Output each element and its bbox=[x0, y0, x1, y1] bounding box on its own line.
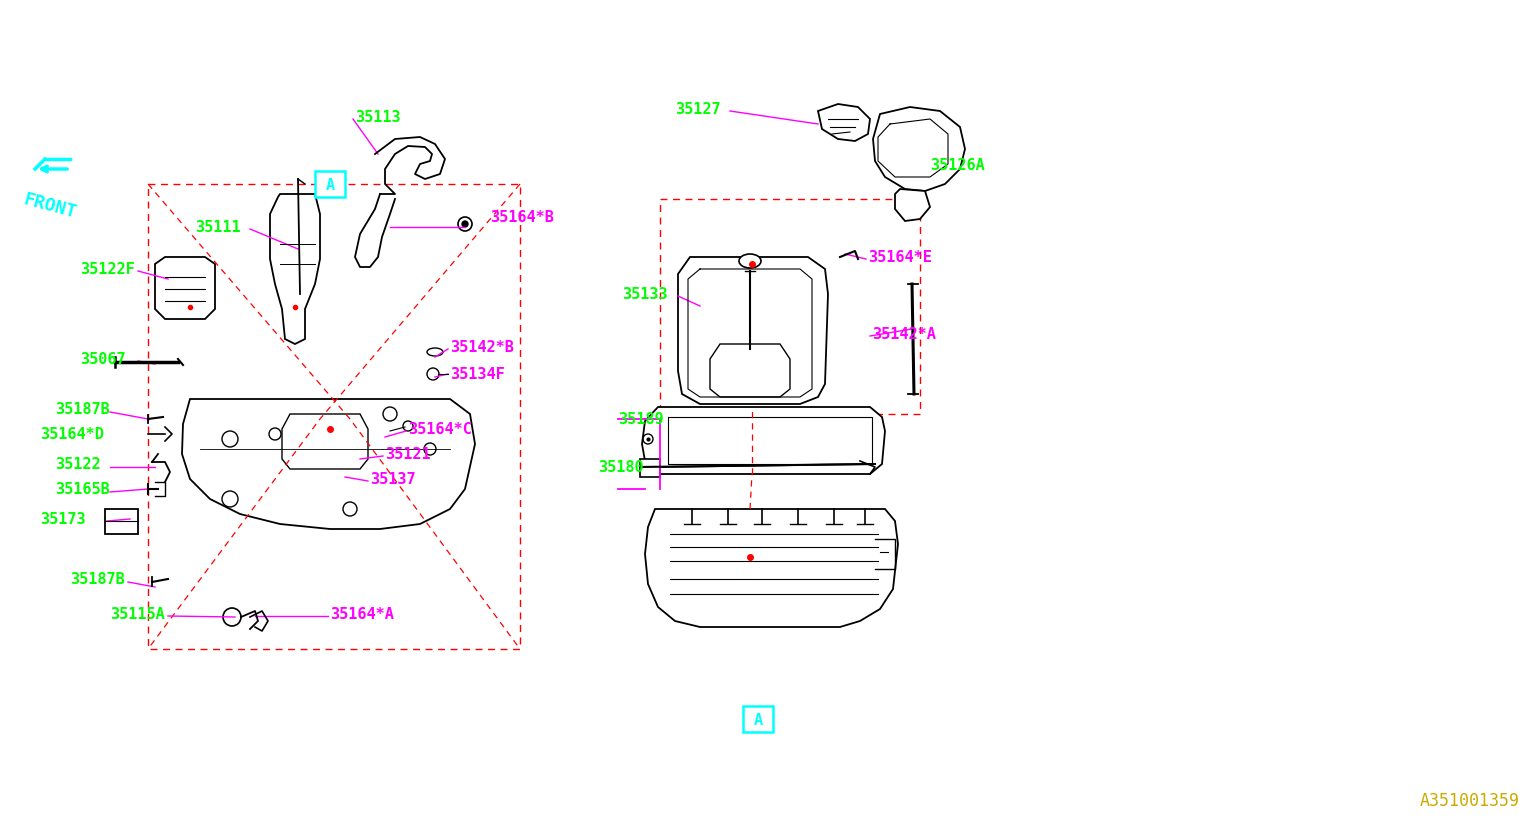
Text: 35164*E: 35164*E bbox=[867, 251, 932, 265]
Text: 35164*D: 35164*D bbox=[40, 427, 105, 442]
Polygon shape bbox=[181, 399, 475, 529]
Text: 35187B: 35187B bbox=[71, 571, 125, 587]
Polygon shape bbox=[644, 509, 898, 627]
Text: 35133: 35133 bbox=[621, 287, 667, 302]
Text: 35121: 35121 bbox=[384, 447, 431, 462]
Polygon shape bbox=[640, 460, 660, 477]
Text: A: A bbox=[326, 179, 335, 194]
Polygon shape bbox=[818, 105, 871, 141]
Text: 35142*A: 35142*A bbox=[872, 327, 937, 342]
Text: 35126A: 35126A bbox=[930, 157, 984, 172]
Ellipse shape bbox=[738, 255, 761, 269]
Bar bbox=[148, 184, 520, 649]
FancyBboxPatch shape bbox=[743, 706, 774, 732]
Text: 35187B: 35187B bbox=[55, 402, 109, 417]
Polygon shape bbox=[874, 108, 964, 192]
Bar bbox=[660, 200, 920, 414]
Text: A351001359: A351001359 bbox=[1420, 791, 1520, 809]
Polygon shape bbox=[678, 258, 827, 404]
Text: FRONT: FRONT bbox=[22, 189, 78, 221]
Text: 35122F: 35122F bbox=[80, 262, 135, 277]
Text: 35164*A: 35164*A bbox=[331, 607, 394, 622]
Polygon shape bbox=[105, 509, 138, 534]
Text: 35165B: 35165B bbox=[55, 482, 109, 497]
Polygon shape bbox=[281, 414, 368, 470]
Text: 35122: 35122 bbox=[55, 457, 100, 472]
Text: 35115A: 35115A bbox=[111, 607, 165, 622]
Text: 35067: 35067 bbox=[80, 352, 126, 367]
Text: 35173: 35173 bbox=[40, 512, 86, 527]
Text: 35134F: 35134F bbox=[451, 367, 504, 382]
Polygon shape bbox=[895, 189, 930, 222]
Text: 35111: 35111 bbox=[195, 220, 240, 235]
Polygon shape bbox=[641, 408, 884, 475]
Text: 35164*B: 35164*B bbox=[491, 210, 554, 225]
Polygon shape bbox=[155, 258, 215, 319]
Text: A: A bbox=[754, 713, 763, 728]
Text: 35164*C: 35164*C bbox=[408, 422, 472, 437]
Polygon shape bbox=[711, 345, 791, 398]
Text: 35137: 35137 bbox=[371, 472, 415, 487]
Circle shape bbox=[461, 222, 468, 227]
Text: 35142*B: 35142*B bbox=[451, 340, 514, 355]
Polygon shape bbox=[271, 195, 320, 345]
Text: 35189: 35189 bbox=[618, 412, 663, 427]
FancyBboxPatch shape bbox=[315, 172, 345, 198]
Text: 35113: 35113 bbox=[355, 110, 400, 126]
Text: 35180: 35180 bbox=[598, 460, 643, 475]
Text: 35127: 35127 bbox=[675, 103, 721, 117]
